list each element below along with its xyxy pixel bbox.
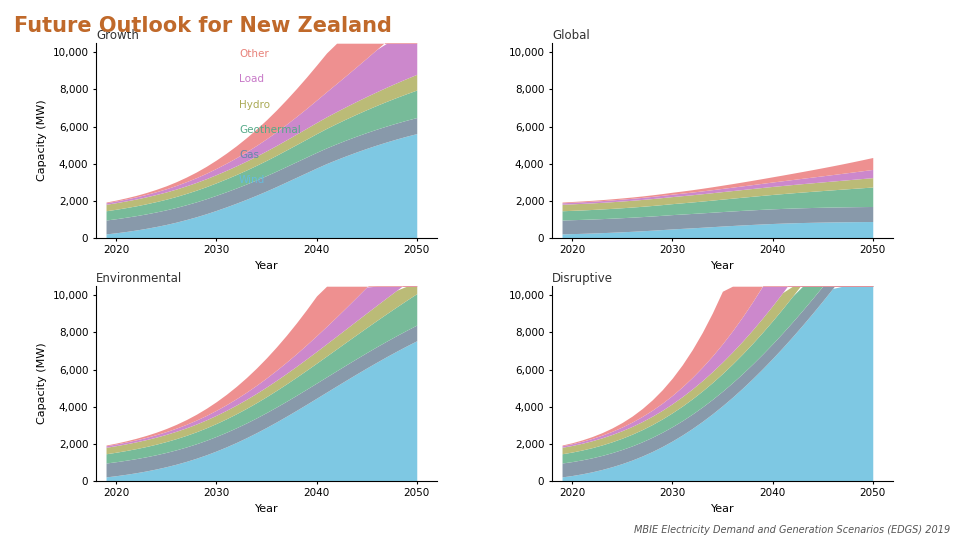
X-axis label: Year: Year: [710, 504, 734, 514]
X-axis label: Year: Year: [710, 261, 734, 271]
X-axis label: Year: Year: [254, 261, 278, 271]
Text: Global: Global: [552, 29, 589, 42]
Text: Disruptive: Disruptive: [552, 272, 613, 285]
Text: Hydro: Hydro: [239, 99, 270, 110]
Text: Growth: Growth: [96, 29, 139, 42]
Text: Environmental: Environmental: [96, 272, 182, 285]
X-axis label: Year: Year: [254, 504, 278, 514]
Text: MBIE Electricity Demand and Generation Scenarios (EDGS) 2019: MBIE Electricity Demand and Generation S…: [635, 524, 950, 535]
Text: Geothermal: Geothermal: [239, 125, 300, 135]
Text: Load: Load: [239, 75, 264, 84]
Text: Wind: Wind: [239, 176, 265, 185]
Text: Future Outlook for New Zealand: Future Outlook for New Zealand: [14, 16, 393, 36]
Y-axis label: Capacity (MW): Capacity (MW): [36, 342, 47, 424]
Text: Gas: Gas: [239, 150, 259, 160]
Y-axis label: Capacity (MW): Capacity (MW): [36, 99, 47, 181]
Text: Other: Other: [239, 49, 269, 59]
